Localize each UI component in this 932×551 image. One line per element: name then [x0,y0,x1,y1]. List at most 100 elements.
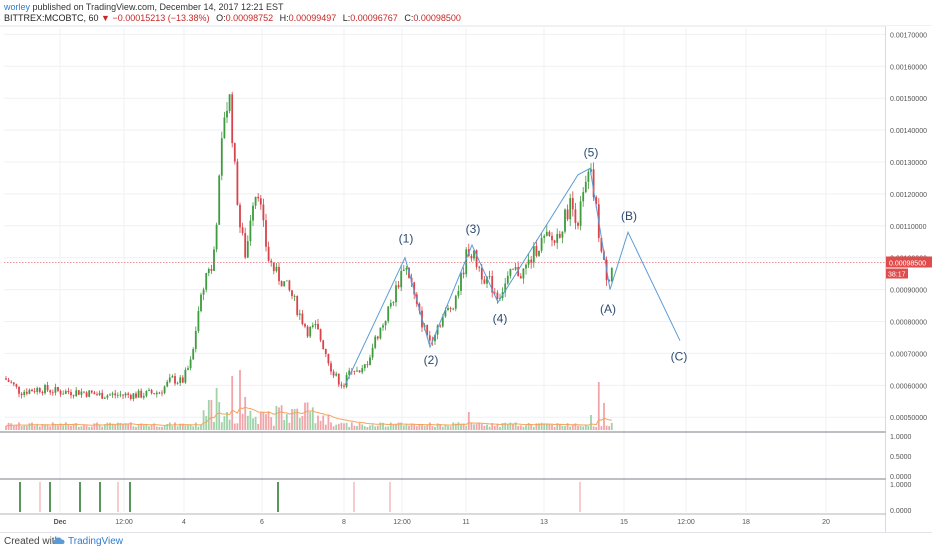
candle-body [153,393,156,395]
symbol-name[interactable]: BITTREX:MCOBTC, 60 [4,13,99,23]
price-axis[interactable]: 0.00170000 0.00160000 0.00150000 0.00140000… [886,26,932,532]
candle-body [397,285,400,288]
candle-body [454,295,457,309]
volume-bar [330,422,332,430]
time-tick-label: 15 [620,519,628,526]
candle-body [574,209,577,223]
candle-body [262,204,265,221]
volume-bar [116,422,119,430]
time-axis[interactable]: Dec 12:00 4 6 8 12:00 11 13 15 12:00 18 20 [54,519,830,526]
candle-body [249,220,252,242]
candle-body [83,391,85,393]
candle-body [49,390,52,393]
elliott-wave-drawing[interactable]: (1) (2) (3) (4) (5) (A) (B) (C) [344,145,687,386]
volume-bar [106,422,109,430]
candle-body [64,390,67,394]
volume-bar [501,423,504,430]
candle-body [532,246,535,263]
price-tick-label: 0.00110000 [890,224,927,231]
volume-bar [488,426,491,430]
volume-bar [142,425,145,430]
volume-bar [337,423,340,430]
volume-bar [426,425,429,430]
candle-body [496,292,499,299]
volume-bar [101,426,104,430]
volume-bar [218,402,221,430]
candle-body [278,266,280,282]
candle-body [228,94,231,111]
wave-label: (3) [466,222,481,236]
volume-bar [254,416,257,430]
candle-body [192,348,195,360]
candle-body [31,389,33,392]
candle-body [189,359,192,369]
volume-bar [140,423,143,430]
time-tick-label: 12:00 [393,519,411,526]
volume-bar [111,423,114,430]
candle-body [129,394,132,399]
wave-label: (1) [399,232,414,246]
candle-body [436,325,439,335]
candle-body [239,204,241,228]
volume-bar [241,413,244,430]
volume-bar [267,411,270,430]
candle-body [324,348,327,355]
tradingview-brand[interactable]: TradingView [68,536,124,547]
moving-average [5,406,612,427]
volume-bar [395,423,397,430]
volume-bar [491,423,494,430]
candle-body [187,368,189,370]
candle-body [10,381,13,383]
candle-body [595,197,598,205]
volume-bar [145,424,148,430]
volume-bar [150,424,153,430]
candle-body [265,220,267,247]
volume-bar [454,423,457,430]
price-chart[interactable]: (1)(2)(3)(4)(5)(A)(B)(C) 0.001700000.001… [0,0,932,532]
volume-bar [93,423,96,430]
candle-body [85,392,88,397]
candle-body [558,233,561,238]
volume-bar [475,423,478,430]
price-axis-bg [886,26,932,532]
candle-body [525,264,527,269]
close-value: 0.00098500 [413,13,461,23]
candle-body [200,294,202,312]
last-price-tag [886,256,932,268]
candle-body [288,280,291,291]
volume-bar [343,423,345,430]
candle-body [145,390,148,397]
volume-bar [109,422,111,430]
price-tick-label: 0.00060000 [890,383,927,390]
grid [4,28,886,512]
candle-body [96,394,98,396]
candle-body [522,268,525,279]
author-link[interactable]: worley [4,2,31,12]
volume-bar [46,424,49,430]
candle-body [280,281,283,287]
volume-bar [223,416,226,430]
volume-bar [434,426,436,430]
candle-body [51,392,54,394]
candle-body [166,381,169,387]
volume-bar [275,405,278,430]
volume-bar [493,425,496,430]
price-tick-label: 0.00090000 [890,288,927,295]
candle-body [5,378,7,380]
volume-bar [366,426,369,430]
volume-bar [457,422,460,430]
published-text: published on TradingView.com, December 1… [32,2,284,12]
volume-bar [280,405,283,430]
candle-body [369,357,371,365]
candle-body [449,308,452,309]
candle-body [361,368,364,373]
signal-pane [19,482,581,512]
candle-body [480,267,483,280]
candle-body [28,389,31,394]
volume-bar [530,424,533,430]
candle-body [304,324,306,327]
last-price-tag-text: 0.00098500 [889,261,926,268]
volume-bar [7,422,10,430]
volume-bar [348,426,351,430]
volume-bar [184,425,187,430]
